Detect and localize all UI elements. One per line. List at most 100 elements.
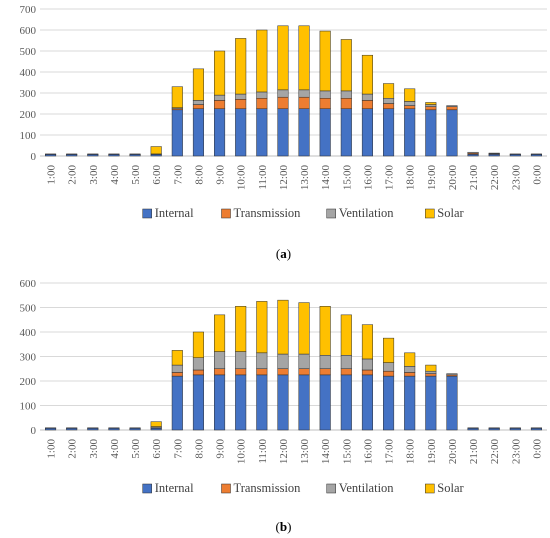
bar-solar-1700	[383, 337, 395, 363]
legend: Internal Transmission Ventilation Solar	[142, 206, 465, 220]
bar-transmission-400	[108, 427, 120, 429]
bar-internal-1900	[425, 109, 437, 157]
panel-caption: (b)	[276, 519, 292, 534]
bar-ventilation-700	[171, 364, 183, 373]
bar-ventilation-1200	[277, 89, 289, 98]
bar-solar-1600	[361, 324, 373, 360]
bar-transmission-1700	[383, 103, 395, 109]
bar-ventilation-1800	[404, 366, 416, 373]
bar-solar-1800	[404, 88, 416, 102]
bar-transmission-1100	[256, 98, 268, 109]
bar-transmission-2300	[509, 153, 521, 155]
bar-ventilation-900	[214, 94, 226, 101]
bar-solar-900	[214, 314, 226, 352]
bar-solar-1100	[256, 301, 268, 354]
chart-b: 0 100 200 300 400 500 600 1:00 2:00 3:00 4:00 5:00 6…	[20, 278, 547, 534]
bar-internal-2100	[467, 154, 479, 157]
bar-transmission-1500	[340, 98, 352, 109]
legend-label-ventilation: Ventilation	[339, 481, 395, 495]
legend-label-ventilation: Ventilation	[339, 206, 395, 220]
x-tick-label: 23:00	[510, 165, 522, 191]
bar-transmission-700	[171, 372, 183, 377]
x-tick-label: 11:00	[257, 439, 269, 464]
bar-solar-1700	[383, 83, 395, 99]
bar-internal-1700	[383, 375, 395, 431]
x-tick-label: 6:00	[151, 165, 163, 185]
bar-internal-900	[214, 108, 226, 157]
x-tick-label: 14:00	[320, 165, 332, 191]
bar-transmission-000	[530, 427, 542, 429]
bar-internal-1600	[361, 108, 373, 157]
bar-internal-700	[171, 109, 183, 157]
bar-transmission-2200	[488, 427, 500, 429]
bar-ventilation-1900	[425, 104, 437, 107]
bar-internal-1400	[319, 108, 331, 157]
x-tick-label: 8:00	[193, 439, 205, 459]
x-tick-label: 10:00	[236, 165, 248, 191]
x-tick-label: 15:00	[341, 439, 353, 465]
bar-solar-1500	[340, 39, 352, 92]
bar-internal-2000	[446, 109, 458, 157]
bar-ventilation-2000	[446, 373, 458, 376]
bar-solar-1900	[425, 364, 437, 372]
legend-swatch-internal	[142, 208, 152, 219]
bar-ventilation-1400	[319, 355, 331, 369]
bar-transmission-800	[192, 369, 204, 376]
bar-ventilation-1200	[277, 353, 289, 369]
y-tick-label: 200	[20, 376, 37, 388]
y-tick-label: 500	[20, 303, 37, 315]
bar-transmission-500	[129, 427, 141, 429]
bar-internal-1600	[361, 374, 373, 431]
bar-internal-1000	[235, 374, 247, 431]
legend-label-solar: Solar	[437, 206, 464, 220]
bar-internal-800	[192, 374, 204, 431]
bar-ventilation-1000	[235, 93, 247, 100]
bar-ventilation-2000	[446, 105, 458, 107]
x-tick-label: 12:00	[278, 165, 290, 191]
bar-internal-1200	[277, 374, 289, 431]
bar-transmission-400	[108, 153, 120, 155]
bar-transmission-1300	[298, 96, 310, 109]
y-tick-label: 100	[20, 130, 37, 142]
bar-transmission-1400	[319, 368, 331, 376]
bar-transmission-1300	[298, 368, 310, 376]
x-tick-label: 1:00	[46, 165, 58, 185]
bar-internal-1100	[256, 374, 268, 431]
bar-internal-1300	[298, 108, 310, 157]
bar-transmission-1600	[361, 100, 373, 109]
legend-swatch-transmission	[221, 483, 231, 494]
bar-transmission-200	[66, 427, 78, 429]
bar-transmission-300	[87, 427, 99, 429]
legend-swatch-solar	[425, 208, 435, 219]
panel-caption: (a)	[276, 246, 291, 261]
bar-internal-1500	[340, 108, 352, 157]
x-tick-label: 14:00	[320, 439, 332, 465]
y-tick-label: 300	[20, 88, 37, 100]
bar-solar-800	[192, 331, 204, 358]
bar-transmission-900	[214, 368, 226, 376]
bar-internal-800	[192, 108, 204, 157]
bar-transmission-800	[192, 104, 204, 110]
x-tick-label: 8:00	[193, 165, 205, 185]
legend-label-transmission: Transmission	[234, 481, 302, 495]
bar-transmission-200	[66, 153, 78, 155]
bar-ventilation-1500	[340, 90, 352, 99]
x-tick-label: 17:00	[384, 439, 396, 465]
x-tick-label: 2:00	[67, 165, 79, 185]
x-tick-label: 3:00	[88, 439, 100, 459]
bar-transmission-2300	[509, 427, 521, 429]
x-tick-label: 12:00	[278, 439, 290, 465]
x-tick-label: 4:00	[109, 165, 121, 185]
bar-ventilation-800	[192, 100, 204, 105]
bar-ventilation-1500	[340, 355, 352, 369]
bar-solar-1400	[319, 306, 331, 356]
chart-a: 0 100 200 300 400 500 600 700 1:00 2:00 3:00 4:00 5:…	[20, 4, 547, 261]
y-tick-label: 500	[20, 46, 37, 58]
y-tick-label: 0	[31, 151, 37, 163]
bar-transmission-1800	[404, 105, 416, 109]
y-tick-label: 400	[20, 67, 37, 79]
legend-swatch-ventilation	[326, 208, 336, 219]
bar-ventilation-1700	[383, 362, 395, 372]
bar-solar-1800	[404, 352, 416, 367]
bar-transmission-1500	[340, 368, 352, 376]
